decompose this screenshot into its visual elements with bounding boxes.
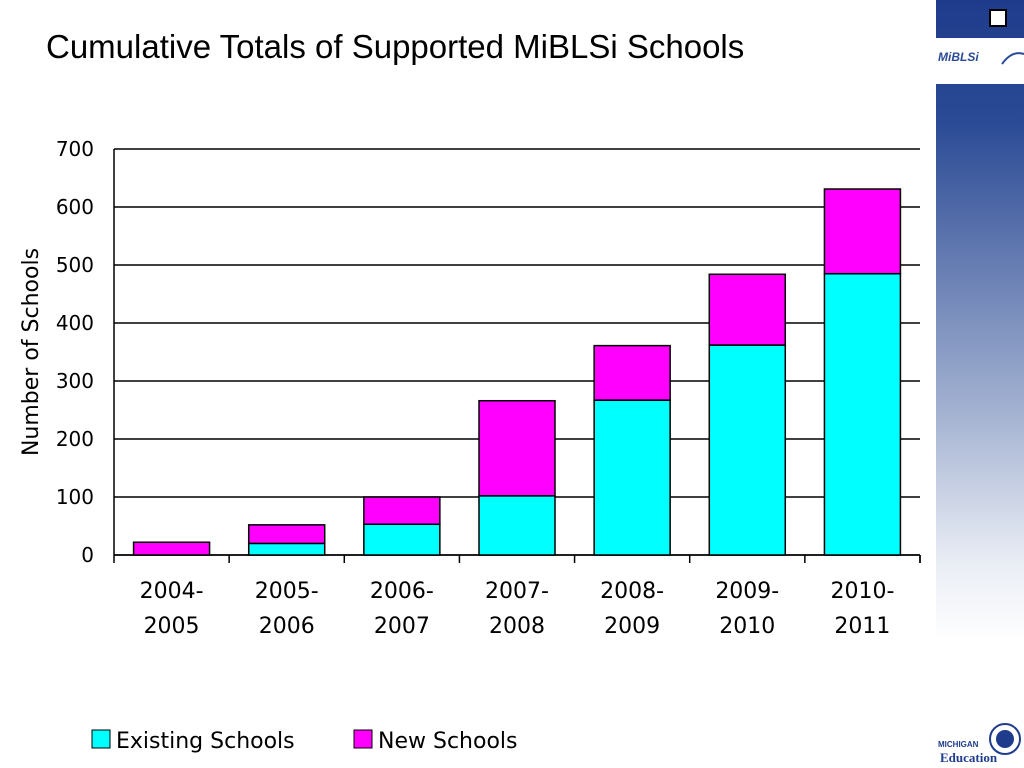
bar-new	[593, 344, 671, 401]
bar-new	[247, 524, 326, 545]
x-tick-label: 2009-	[715, 579, 779, 604]
sidebar-band	[936, 0, 1024, 768]
y-tick-label: 300	[56, 369, 94, 393]
y-tick-label: 100	[56, 485, 94, 509]
bar-existing	[478, 495, 556, 556]
y-tick-label: 0	[81, 543, 94, 567]
miblsi-logo-text: MiBLSi	[938, 50, 979, 64]
x-tick-label: 2007-	[485, 579, 549, 604]
logo-swoosh-icon	[1001, 52, 1024, 65]
bar-existing	[593, 399, 671, 556]
x-tick-label: 2008	[489, 614, 545, 639]
legend-swatch-new	[353, 729, 373, 749]
legend-swatch-existing	[91, 729, 111, 749]
checkbox-icon[interactable]	[989, 9, 1007, 27]
bar-existing	[708, 344, 787, 556]
y-tick-label: 600	[56, 195, 94, 219]
y-tick-labels: 0 100 200 300 400 500 600 700	[56, 137, 94, 567]
x-tick-label: 2006	[259, 614, 315, 639]
x-tick-label: 2010	[719, 614, 775, 639]
x-tick-label: 2010-	[830, 579, 894, 604]
y-axis-label: Number of Schools	[19, 248, 44, 456]
x-tick-labels: 2004- 2005 2005- 2006 2006- 2007 2007- 2008 2008…	[140, 579, 895, 639]
michigan-label: MICHIGAN	[938, 740, 979, 749]
bars	[132, 188, 902, 556]
bar-new	[363, 496, 441, 526]
bar-new	[708, 273, 787, 346]
miblsi-logo	[936, 38, 1024, 84]
bar-new	[132, 541, 211, 556]
bar-existing	[823, 272, 902, 556]
page-title: Cumulative Totals of Supported MiBLSi Sc…	[46, 28, 745, 65]
bar-new	[478, 399, 556, 497]
x-tick-label: 2004-	[140, 579, 204, 604]
bar-new	[823, 188, 902, 275]
y-tick-label: 200	[56, 427, 94, 451]
bar-existing	[247, 542, 326, 556]
x-tick-label: 2008-	[600, 579, 664, 604]
legend-label-existing: Existing Schools	[116, 729, 295, 754]
y-tick-label: 700	[56, 137, 94, 161]
michigan-seal-icon	[989, 723, 1021, 755]
legend-label-new: New Schools	[378, 729, 517, 754]
x-tick-label: 2005-	[255, 579, 319, 604]
x-tick-label: 2005	[144, 614, 200, 639]
x-tick-label: 2007	[374, 614, 430, 639]
x-tick-label: 2011	[834, 614, 890, 639]
x-tick-label: 2009	[604, 614, 660, 639]
education-label: Education	[940, 750, 998, 765]
y-tick-label: 400	[56, 311, 94, 335]
x-tick-label: 2006-	[370, 579, 434, 604]
y-tick-label: 500	[56, 253, 94, 277]
bar-existing	[363, 523, 441, 556]
legend: Existing Schools New Schools	[91, 729, 517, 754]
